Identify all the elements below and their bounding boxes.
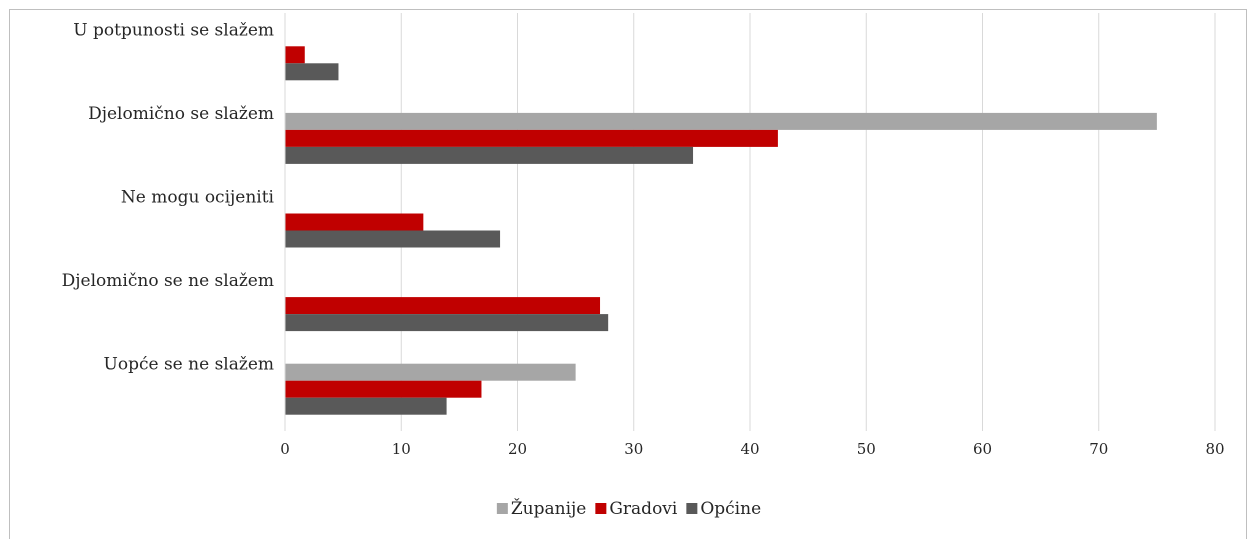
x-tick-label: 10 [392, 440, 411, 458]
x-tick-label: 80 [1205, 440, 1224, 458]
category-label: Djelomično se slažem [88, 104, 274, 124]
bar-op-ine [285, 146, 694, 164]
x-tick-label: 40 [740, 440, 759, 458]
x-tick-label: 60 [973, 440, 992, 458]
x-tick-label: 0 [280, 440, 290, 458]
bar-op-ine [285, 397, 447, 415]
bar-gradovi [285, 297, 601, 315]
x-tick-label: 20 [508, 440, 527, 458]
legend-swatch [595, 503, 607, 514]
bar-op-ine [285, 314, 609, 332]
bar--upanije [285, 363, 576, 381]
bar-op-ine [285, 230, 501, 248]
category-label: U potpunosti se slažem [73, 20, 274, 40]
x-tick-label: 30 [624, 440, 643, 458]
bar-gradovi [285, 46, 305, 64]
x-tick-label: 50 [857, 440, 876, 458]
bar-gradovi [285, 129, 778, 147]
bar-gradovi [285, 380, 482, 398]
legend-label: Gradovi [609, 499, 678, 519]
legend-swatch [686, 503, 698, 514]
category-label: Ne mogu ocijeniti [121, 188, 275, 208]
bar-chart: 0 10 20 30 40 50 60 70 80 U potpunosti se slažem D… [62, 13, 1225, 519]
legend-label: Općine [700, 499, 761, 519]
category-label: Djelomično se ne slažem [62, 271, 274, 291]
x-tick-label: 70 [1089, 440, 1108, 458]
bar-gradovi [285, 213, 424, 231]
legend-label: Županije [511, 498, 587, 519]
bar--upanije [285, 112, 1157, 130]
category-label: Uopće se ne slažem [104, 355, 274, 375]
legend-swatch [496, 503, 508, 514]
bar-op-ine [285, 63, 339, 81]
chart-frame: 0 10 20 30 40 50 60 70 80 U potpunosti se slažem D… [9, 9, 1247, 539]
